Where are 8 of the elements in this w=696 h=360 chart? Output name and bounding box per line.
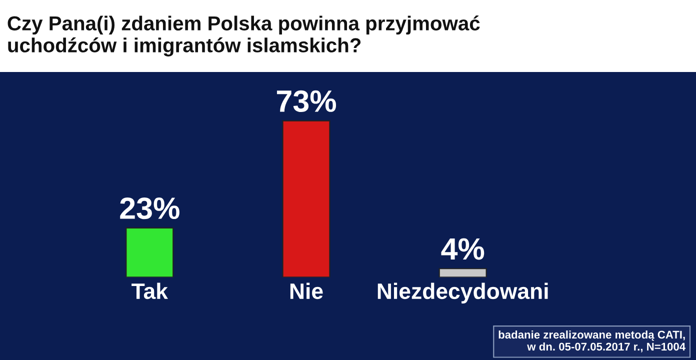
x-tick-label: Tak (132, 282, 168, 300)
x-tick-label: Nie (290, 282, 323, 300)
data-label: 4% (441, 238, 484, 260)
data-label: 23% (120, 197, 180, 220)
chart-title: Czy Pana(i) zdaniem Polska powinna przyjmować uchodźców i imigrantów islamskich? (8, 16, 480, 56)
x-tick-label: Niezdecydowani (378, 282, 548, 304)
text: badanie zrealizowane metodą CATI, w dn. 05-07.05.2017 r., N=1004 (498, 330, 686, 352)
data-label: 73% (276, 90, 336, 112)
